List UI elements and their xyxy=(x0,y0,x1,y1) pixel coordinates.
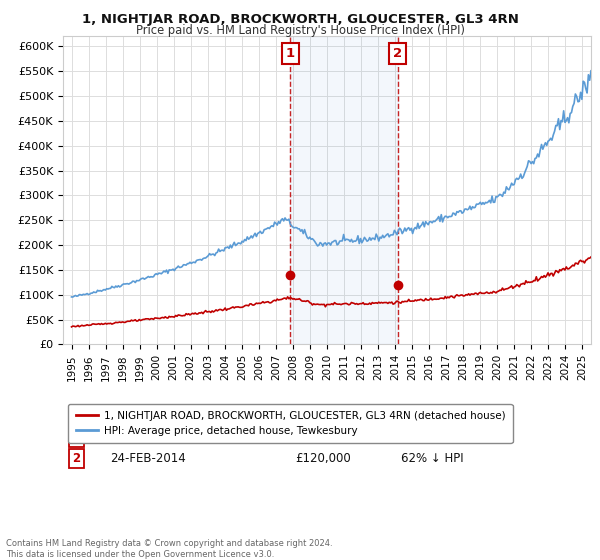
Text: 1: 1 xyxy=(286,47,295,60)
Text: 57% ↓ HPI: 57% ↓ HPI xyxy=(401,430,463,444)
Legend: 1, NIGHTJAR ROAD, BROCKWORTH, GLOUCESTER, GL3 4RN (detached house), HPI: Average: 1, NIGHTJAR ROAD, BROCKWORTH, GLOUCESTER… xyxy=(68,404,512,444)
Bar xyxy=(290,36,398,344)
Text: 62% ↓ HPI: 62% ↓ HPI xyxy=(401,452,464,465)
Text: 2: 2 xyxy=(72,452,80,465)
Text: 24-FEB-2014: 24-FEB-2014 xyxy=(110,452,186,465)
Text: Contains HM Land Registry data © Crown copyright and database right 2024.
This d: Contains HM Land Registry data © Crown c… xyxy=(6,539,332,559)
Text: £120,000: £120,000 xyxy=(295,452,351,465)
Text: 31-OCT-2007: 31-OCT-2007 xyxy=(110,430,188,444)
Text: 2: 2 xyxy=(393,47,402,60)
Text: 1, NIGHTJAR ROAD, BROCKWORTH, GLOUCESTER, GL3 4RN: 1, NIGHTJAR ROAD, BROCKWORTH, GLOUCESTER… xyxy=(82,13,518,26)
Text: Price paid vs. HM Land Registry's House Price Index (HPI): Price paid vs. HM Land Registry's House … xyxy=(136,24,464,37)
Text: 1: 1 xyxy=(72,430,80,444)
Text: £139,950: £139,950 xyxy=(295,430,351,444)
